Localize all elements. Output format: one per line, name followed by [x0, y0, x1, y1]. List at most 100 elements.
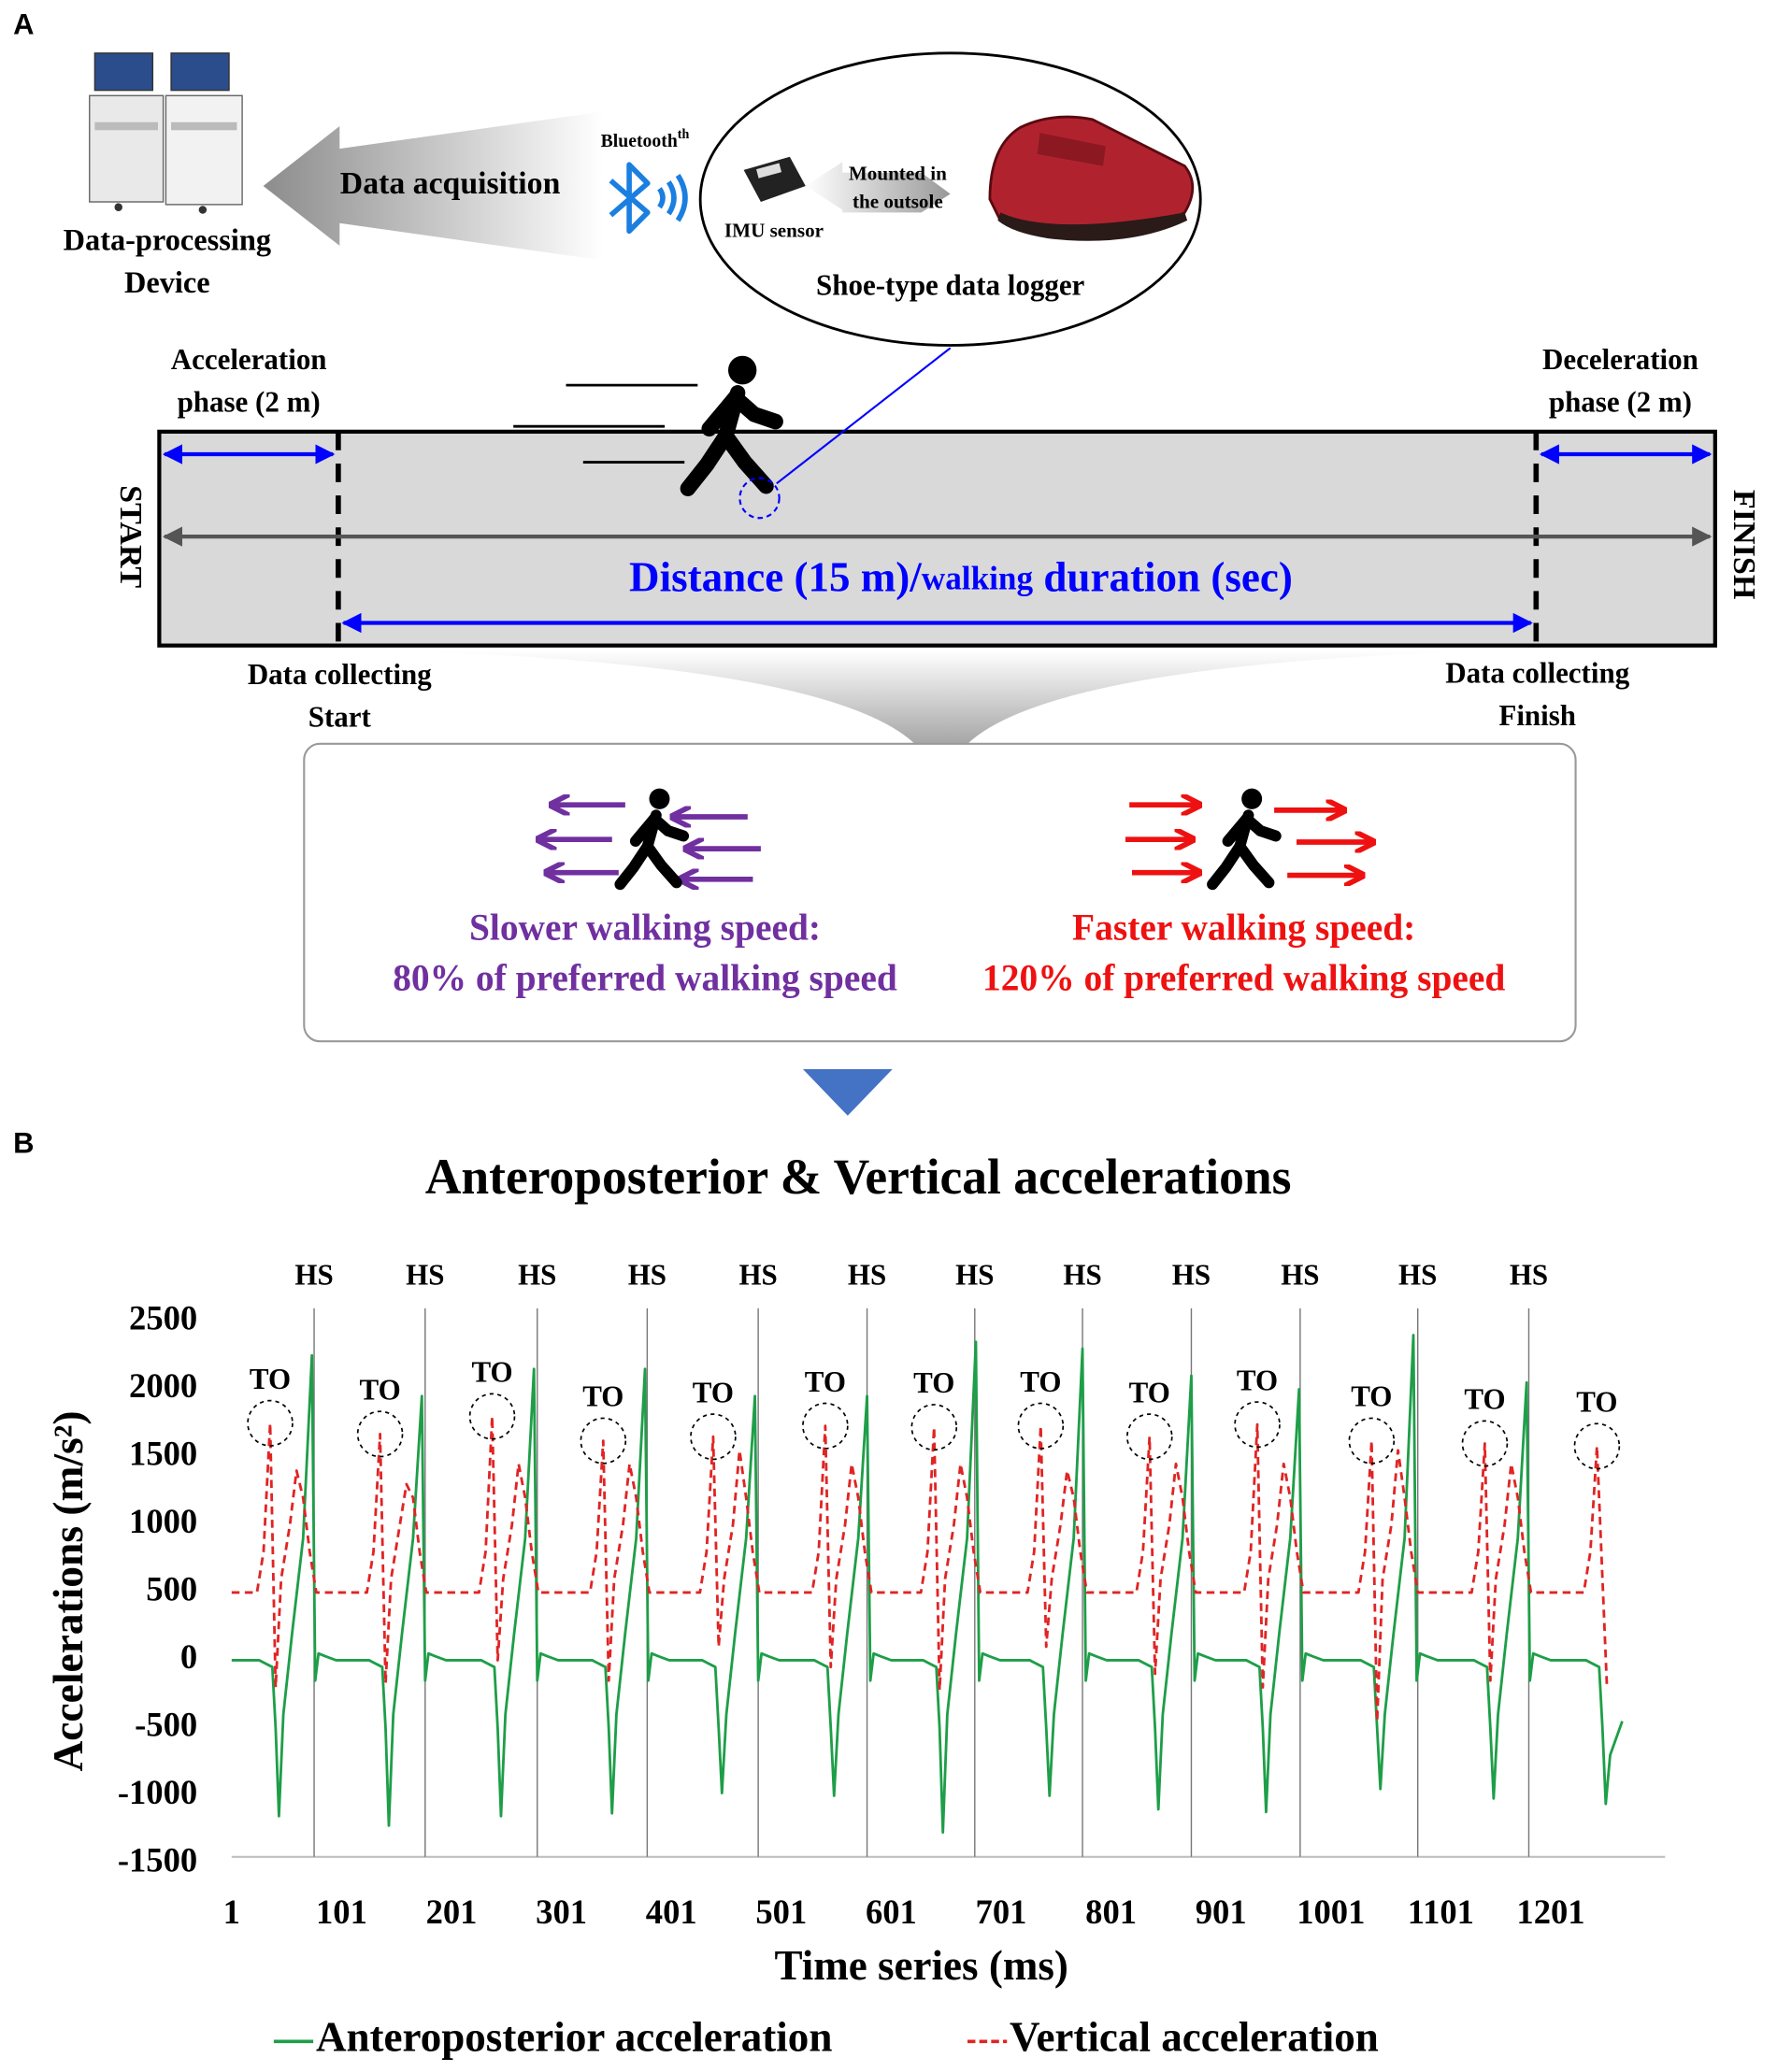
chart-title: Anteroposterior & Vertical accelerations — [425, 1149, 1292, 1205]
x-tick-label: 601 — [866, 1893, 917, 1931]
faster-label: 120% of preferred walking speed — [982, 957, 1505, 998]
distance-text: Distance (15 m)/ — [629, 554, 923, 601]
hs-label: HS — [1063, 1258, 1101, 1291]
hs-label: HS — [1281, 1258, 1319, 1291]
to-marker — [1234, 1401, 1281, 1449]
x-tick-label: 801 — [1085, 1893, 1137, 1931]
sensor-circle — [738, 477, 781, 520]
acquisition-label: Data acquisition — [340, 166, 561, 201]
distance-label: Distance (15 m)/walking duration (sec) — [629, 554, 1293, 601]
to-marker — [356, 1410, 404, 1458]
imu-icon — [743, 156, 806, 203]
series-line — [231, 1334, 1624, 1834]
collect-label: Finish — [1498, 699, 1576, 732]
to-label: TO — [805, 1365, 846, 1398]
imu-label: IMU sensor — [724, 220, 824, 242]
mount-label: Mounted in — [849, 162, 947, 184]
phase-label: Acceleration — [171, 343, 327, 376]
phase-label: phase (2 m) — [178, 385, 321, 418]
to-marker — [1017, 1402, 1065, 1450]
to-label: TO — [1020, 1365, 1061, 1398]
hs-label: HS — [1398, 1258, 1437, 1291]
hs-label: HS — [1510, 1258, 1548, 1291]
bluetooth-label: Bluetoothth — [601, 127, 690, 150]
series-line — [231, 1415, 1609, 1723]
hs-label: HS — [518, 1258, 556, 1291]
funnel — [394, 650, 1488, 744]
to-label: TO — [582, 1380, 623, 1413]
to-marker — [1125, 1413, 1173, 1461]
y-tick-label: 1000 — [129, 1502, 197, 1540]
to-label: TO — [359, 1373, 400, 1406]
to-marker — [1348, 1417, 1396, 1465]
x-tick-label: 1 — [223, 1893, 240, 1931]
to-marker — [580, 1417, 627, 1465]
to-marker — [468, 1393, 516, 1440]
mount-arrow — [805, 162, 951, 213]
faster-arrows — [1125, 805, 1371, 875]
faster-label: Faster walking speed: — [1072, 907, 1415, 948]
speed-box — [303, 742, 1577, 1043]
bluetooth-icon — [609, 162, 688, 235]
to-label: TO — [1576, 1385, 1617, 1418]
to-marker — [247, 1399, 294, 1447]
device-label: Data-processing — [64, 223, 271, 257]
y-tick-label: -500 — [135, 1705, 197, 1743]
hs-label: HS — [406, 1258, 444, 1291]
mount-label: the outsole — [853, 190, 943, 212]
x-tick-label: 1201 — [1516, 1893, 1584, 1931]
to-label: TO — [471, 1356, 512, 1389]
phase-label: phase (2 m) — [1549, 385, 1692, 418]
finish-label: FINISH — [1727, 490, 1761, 599]
collect-label: Data collecting — [248, 658, 432, 691]
flow-triangle — [802, 1069, 893, 1116]
to-label: TO — [1237, 1364, 1278, 1396]
acquisition-arrow — [263, 111, 603, 261]
hs-label: HS — [955, 1258, 994, 1291]
x-tick-label: 401 — [646, 1893, 697, 1931]
shoe-icon — [988, 115, 1195, 241]
panel-label: A — [13, 8, 34, 41]
y-axis-label: Accelerations (m/s²) — [45, 1411, 92, 1772]
to-marker — [1461, 1420, 1509, 1467]
collect-label: Start — [308, 700, 372, 733]
slower-label: Slower walking speed: — [469, 907, 821, 948]
y-tick-label: 0 — [180, 1637, 197, 1676]
logger-label: Shoe-type data logger — [816, 268, 1084, 301]
x-tick-label: 701 — [976, 1893, 1027, 1931]
y-tick-label: 2500 — [129, 1298, 197, 1336]
to-marker — [690, 1413, 737, 1461]
hs-label: HS — [1172, 1258, 1211, 1291]
y-tick-label: 500 — [146, 1569, 197, 1608]
collect-label: Data collecting — [1445, 656, 1629, 689]
start-label: START — [113, 485, 148, 588]
x-tick-label: 101 — [316, 1893, 367, 1931]
legend-label: Vertical acceleration — [1010, 2014, 1379, 2061]
x-axis-label: Time series (ms) — [775, 1942, 1068, 1989]
to-marker — [1573, 1422, 1621, 1470]
to-label: TO — [250, 1363, 291, 1395]
y-tick-label: 1500 — [129, 1434, 197, 1472]
to-label: TO — [1464, 1382, 1505, 1415]
x-tick-label: 901 — [1196, 1893, 1247, 1931]
y-tick-label: 2000 — [129, 1366, 197, 1405]
bluetooth-sup: th — [678, 127, 690, 142]
x-tick-label: 501 — [755, 1893, 807, 1931]
speed-lines — [513, 383, 698, 464]
hs-label: HS — [628, 1258, 666, 1291]
x-tick-label: 201 — [426, 1893, 478, 1931]
slower-label: 80% of preferred walking speed — [393, 957, 897, 998]
phase-label: Deceleration — [1542, 343, 1698, 376]
slower-arrows — [539, 805, 761, 879]
x-tick-label: 1001 — [1297, 1893, 1365, 1931]
sensor-pointer — [776, 347, 952, 485]
hs-label: HS — [848, 1258, 886, 1291]
to-marker — [802, 1402, 849, 1450]
y-tick-label: -1500 — [118, 1840, 197, 1879]
legend-label: Anteroposterior acceleration — [316, 2014, 832, 2061]
bluetooth-text: Bluetooth — [601, 131, 678, 151]
x-tick-label: 301 — [536, 1893, 587, 1931]
